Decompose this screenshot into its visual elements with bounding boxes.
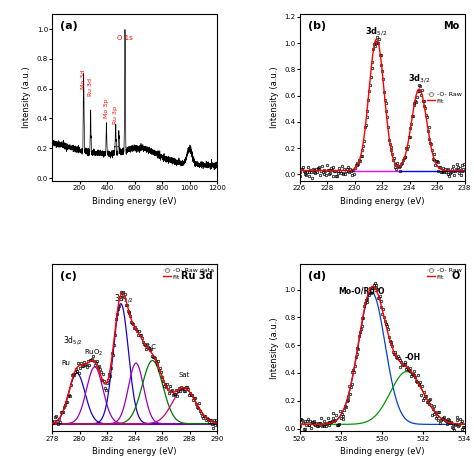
X-axis label: Binding energy (eV): Binding energy (eV) bbox=[92, 447, 177, 456]
Legend: -O- Raw data, Fit: -O- Raw data, Fit bbox=[164, 268, 214, 280]
Text: (b): (b) bbox=[308, 21, 326, 31]
Y-axis label: Intensity (a.u.): Intensity (a.u.) bbox=[22, 67, 31, 128]
Text: O: O bbox=[451, 271, 460, 281]
Text: Ru 3d: Ru 3d bbox=[88, 78, 93, 96]
X-axis label: Binding energy (eV): Binding energy (eV) bbox=[92, 197, 177, 206]
Text: Sat: Sat bbox=[178, 372, 190, 378]
Text: (c): (c) bbox=[60, 271, 77, 281]
Text: 3d$_{5/2}$: 3d$_{5/2}$ bbox=[365, 25, 388, 38]
Legend: -O- Raw, Fit: -O- Raw, Fit bbox=[427, 91, 461, 104]
Text: Ru 3p: Ru 3p bbox=[113, 107, 118, 125]
Text: Mo 3d: Mo 3d bbox=[81, 70, 86, 89]
Text: -OH: -OH bbox=[405, 353, 421, 362]
Text: Mo: Mo bbox=[443, 21, 460, 31]
Y-axis label: Intensity (a.u.): Intensity (a.u.) bbox=[270, 67, 279, 128]
Y-axis label: Intensity (a.u.): Intensity (a.u.) bbox=[270, 317, 279, 379]
Text: O 1s: O 1s bbox=[117, 35, 133, 41]
Text: RuO$_2$: RuO$_2$ bbox=[83, 348, 103, 358]
Text: C-C: C-C bbox=[145, 345, 157, 350]
Text: (d): (d) bbox=[308, 271, 326, 281]
Text: Mo-O/Ru-O: Mo-O/Ru-O bbox=[338, 286, 385, 295]
Text: 3d$_{5/2}$: 3d$_{5/2}$ bbox=[63, 334, 82, 346]
Text: Ru 3d: Ru 3d bbox=[181, 271, 212, 281]
Text: (a): (a) bbox=[60, 21, 78, 31]
Text: Mo 3p: Mo 3p bbox=[104, 99, 109, 118]
X-axis label: Binding energy (eV): Binding energy (eV) bbox=[340, 447, 424, 456]
X-axis label: Binding energy (eV): Binding energy (eV) bbox=[340, 197, 424, 206]
Legend: -O- Raw, Fit: -O- Raw, Fit bbox=[427, 268, 461, 280]
Text: 3d$_{3/2}$: 3d$_{3/2}$ bbox=[114, 292, 134, 305]
Text: Ru: Ru bbox=[62, 360, 70, 365]
Text: 3d$_{3/2}$: 3d$_{3/2}$ bbox=[408, 73, 430, 85]
